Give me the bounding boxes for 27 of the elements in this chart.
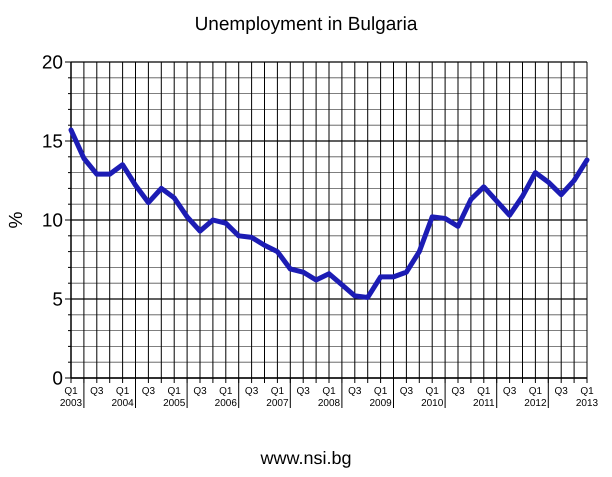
x-tick-label: Q3 — [90, 386, 104, 397]
x-tick-label: Q3 — [554, 386, 568, 397]
x-tick-label: Q3 — [502, 386, 517, 397]
y-tick-label: 15 — [42, 132, 63, 153]
x-tick-label: Q3 — [244, 386, 259, 397]
text: www.nsi.bg — [259, 448, 352, 468]
y-tick-label: 20 — [42, 52, 63, 74]
x-tick-label: Q1 2009 — [369, 386, 392, 409]
x-tick-label: Q3 — [142, 386, 156, 397]
x-tick-label: Q3 — [193, 386, 208, 397]
x-tick-label: Q1 2008 — [318, 386, 341, 409]
y-axis-title: % — [6, 211, 27, 228]
x-tick-label: Q3 — [451, 386, 466, 397]
x-tick-label: Q3 — [400, 386, 414, 397]
x-tick-label: Q1 2004 — [111, 386, 134, 409]
x-tick-label: Q1 2005 — [163, 386, 186, 409]
x-tick-label: Q1 2006 — [214, 386, 238, 409]
x-tick-label: Q3 — [296, 386, 310, 397]
x-tick-label: Q1 2007 — [266, 386, 289, 409]
y-tick-label: 10 — [42, 210, 63, 232]
chart-title: Unemployment in Bulgaria — [194, 14, 418, 35]
x-tick-label: Q1 2012 — [524, 386, 547, 409]
x-tick-label: Q1 2013 — [576, 386, 599, 409]
x-tick-label: Q1 2011 — [473, 386, 495, 409]
x-tick-label: Q3 — [348, 386, 362, 397]
x-tick-label: Q1 2010 — [421, 386, 444, 409]
y-tick-label: 5 — [52, 290, 63, 311]
